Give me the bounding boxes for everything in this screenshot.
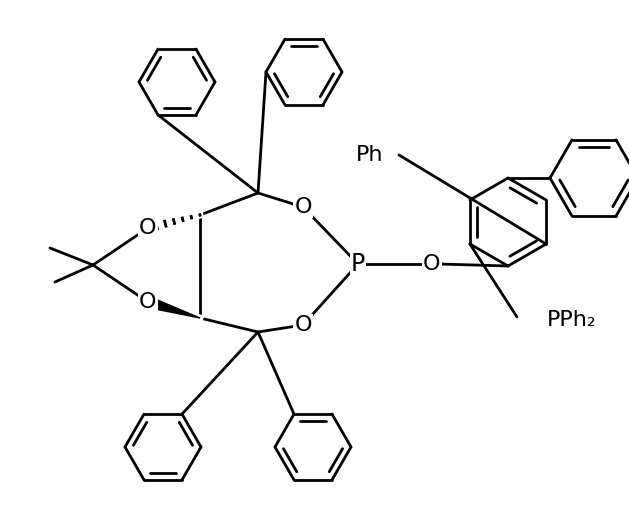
Text: O: O [423, 254, 441, 274]
Text: P: P [351, 252, 365, 276]
Text: Ph: Ph [355, 145, 383, 165]
Text: PPh₂: PPh₂ [547, 310, 597, 330]
Text: O: O [294, 197, 312, 217]
Polygon shape [147, 297, 200, 318]
Text: O: O [139, 292, 157, 312]
Text: O: O [294, 315, 312, 335]
Text: O: O [139, 218, 157, 238]
